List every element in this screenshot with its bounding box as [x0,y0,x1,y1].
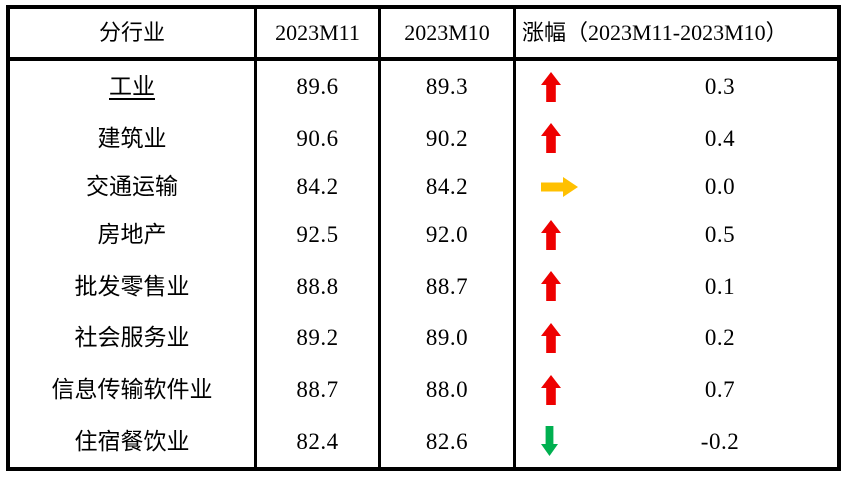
industry-cell: 房地产 [10,208,257,261]
change-value: 0.5 [704,222,736,248]
industry-cell: 社会服务业 [10,312,257,364]
m11-value-cell: 92.5 [257,208,381,261]
arrow-zone [541,322,603,353]
industry-cell: 交通运输 [10,164,257,209]
arrow-zone [541,219,603,250]
change-arrow-icon [541,71,561,102]
table-header-row: 分行业 2023M11 2023M10 涨幅（2023M11-2023M10） [10,9,837,61]
m11-value-cell: 89.6 [257,61,381,113]
change-arrow-icon [541,426,558,457]
industry-cell: 批发零售业 [10,260,257,313]
table-row: 建筑业 90.6 90.2 0.4 [10,112,837,165]
industry-cell: 建筑业 [10,112,257,165]
m10-value-cell: 89.0 [381,312,516,364]
change-value: 0.0 [704,174,736,200]
m11-value-cell: 90.6 [257,112,381,165]
change-value: 0.3 [704,74,736,100]
m10-value-cell: 89.3 [381,61,516,113]
table-row: 房地产 92.5 92.0 0.5 [10,208,837,261]
m11-value-cell: 88.8 [257,260,381,313]
m10-value-cell: 84.2 [381,164,516,209]
table-row: 批发零售业 88.8 88.7 0.1 [10,260,837,313]
m10-value-cell: 92.0 [381,208,516,261]
table-row: 住宿餐饮业 82.4 82.6 -0.2 [10,415,837,467]
change-cell: 0.2 [516,312,837,364]
change-cell: 0.0 [516,164,837,209]
arrow-zone [541,374,603,405]
m11-value-cell: 89.2 [257,312,381,364]
arrow-zone [541,271,603,302]
table-row: 社会服务业 89.2 89.0 0.2 [10,312,837,364]
m10-value-cell: 82.6 [381,415,516,467]
arrow-zone [541,176,603,197]
table-row: 工业 89.6 89.3 0.3 [10,61,837,113]
change-value: 0.4 [704,125,736,151]
table-row: 信息传输软件业 88.7 88.0 0.7 [10,363,837,416]
industry-cell: 住宿餐饮业 [10,415,257,467]
arrow-zone [541,426,603,457]
change-arrow-icon [541,123,561,154]
m11-value-cell: 82.4 [257,415,381,467]
change-arrow-icon [541,374,561,405]
change-cell: 0.3 [516,61,837,113]
table-row: 交通运输 84.2 84.2 0.0 [10,164,837,209]
header-2023m10: 2023M10 [381,9,516,57]
m10-value-cell: 88.0 [381,363,516,416]
arrow-zone [541,123,603,154]
industry-cell: 信息传输软件业 [10,363,257,416]
change-arrow-icon [541,271,561,302]
header-change: 涨幅（2023M11-2023M10） [522,20,788,45]
change-cell: 0.4 [516,113,837,165]
change-cell: 0.7 [516,364,837,416]
m11-value-cell: 88.7 [257,363,381,416]
header-industry: 分行业 [10,9,257,57]
change-arrow-icon [541,322,561,353]
m10-value-cell: 88.7 [381,260,516,313]
change-value: -0.2 [700,428,740,454]
change-cell: 0.5 [516,209,837,261]
m11-value-cell: 84.2 [257,164,381,209]
arrow-zone [541,71,603,102]
change-value: 0.1 [704,273,736,299]
change-arrow-icon [541,219,561,250]
industry-cell: 工业 [10,61,257,113]
change-cell: -0.2 [516,415,837,467]
change-value: 0.7 [704,377,736,403]
change-cell: 0.1 [516,261,837,313]
change-arrow-icon [541,176,578,197]
header-2023m11: 2023M11 [257,9,381,57]
change-value: 0.2 [704,325,736,351]
industry-index-table: 分行业 2023M11 2023M10 涨幅（2023M11-2023M10） … [6,5,841,471]
m10-value-cell: 90.2 [381,112,516,165]
